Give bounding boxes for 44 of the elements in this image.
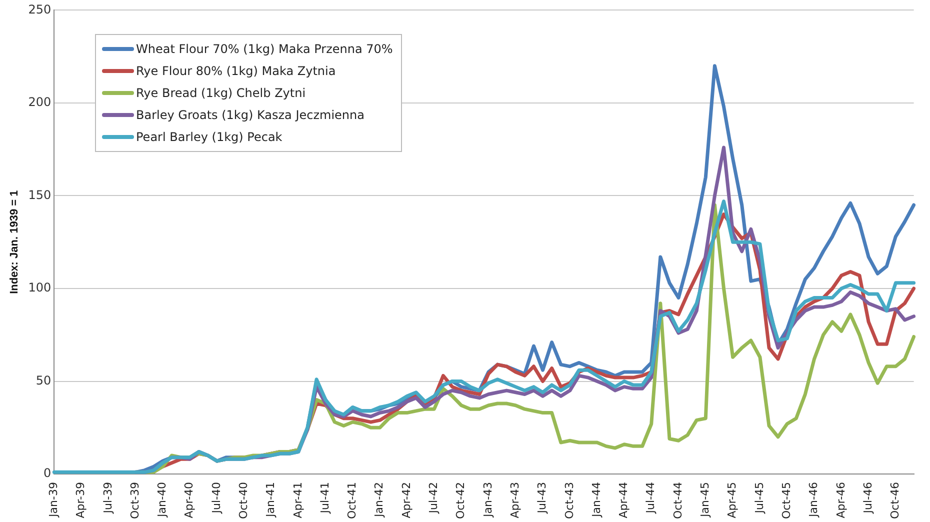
legend-label: Rye Bread (1kg) Chelb Zytni: [136, 86, 306, 100]
x-tick-label: Jan-43: [481, 482, 494, 518]
x-tick-label: Jan-41: [264, 482, 278, 518]
x-tick-label: Oct-44: [671, 482, 684, 520]
x-tick-label: Jul-43: [536, 482, 549, 514]
x-tick-label: Apr-42: [400, 482, 413, 518]
x-tick-label: Oct-40: [237, 482, 250, 520]
x-tick-label: Oct-42: [454, 482, 468, 520]
y-tick-label: 100: [28, 280, 52, 295]
y-tick-label: 200: [28, 95, 52, 110]
x-tick-label: Jul-41: [318, 482, 332, 514]
x-tick-label: Jan-39: [46, 482, 60, 518]
y-axis-title: Index: Jan. 1939 = 1: [8, 190, 21, 294]
x-tick-label: Apr-44: [617, 482, 630, 518]
x-tick-label: Oct-39: [128, 482, 142, 520]
x-tick-label: Jul-39: [101, 482, 114, 514]
y-tick-label: 0: [43, 466, 52, 480]
x-tick-label: Apr-40: [182, 482, 196, 518]
x-tick-label: Jan-44: [590, 482, 603, 518]
x-tick-label: Jan-40: [156, 482, 169, 518]
y-tick-label: 50: [36, 373, 52, 388]
legend-label: Rye Flour 80% (1kg) Maka Zytnia: [136, 64, 336, 78]
x-tick-label: Apr-46: [834, 482, 848, 518]
legend-label: Pearl Barley (1kg) Pecak: [136, 130, 282, 144]
y-tick-label: 250: [28, 2, 52, 16]
x-tick-label: Jan-46: [807, 482, 820, 518]
x-tick-label: Apr-43: [508, 482, 522, 518]
x-tick-label: Jul-40: [210, 482, 223, 514]
legend-label: Wheat Flour 70% (1kg) Maka Przenna 70%: [136, 42, 393, 56]
x-tick-label: Apr-39: [74, 482, 88, 518]
x-tick-label: Jul-44: [644, 482, 658, 514]
legend-label: Barley Groats (1kg) Kasza Jeczmienna: [136, 108, 364, 122]
x-tick-label: Jan-42: [372, 482, 386, 518]
y-tick-label: 150: [28, 188, 52, 202]
x-tick-label: Jul-46: [861, 482, 874, 514]
x-tick-label: Oct-41: [346, 482, 359, 520]
x-tick-label: Jul-42: [427, 482, 440, 514]
x-tick-label: Oct-43: [562, 482, 576, 520]
x-tick-label: Jan-45: [698, 482, 712, 518]
x-tick-label: Oct-45: [780, 482, 793, 520]
x-tick-label: Apr-41: [291, 482, 304, 518]
x-tick-label: Oct-46: [888, 482, 902, 520]
x-tick-label: Apr-45: [726, 482, 739, 518]
x-tick-label: Jul-45: [752, 482, 766, 514]
